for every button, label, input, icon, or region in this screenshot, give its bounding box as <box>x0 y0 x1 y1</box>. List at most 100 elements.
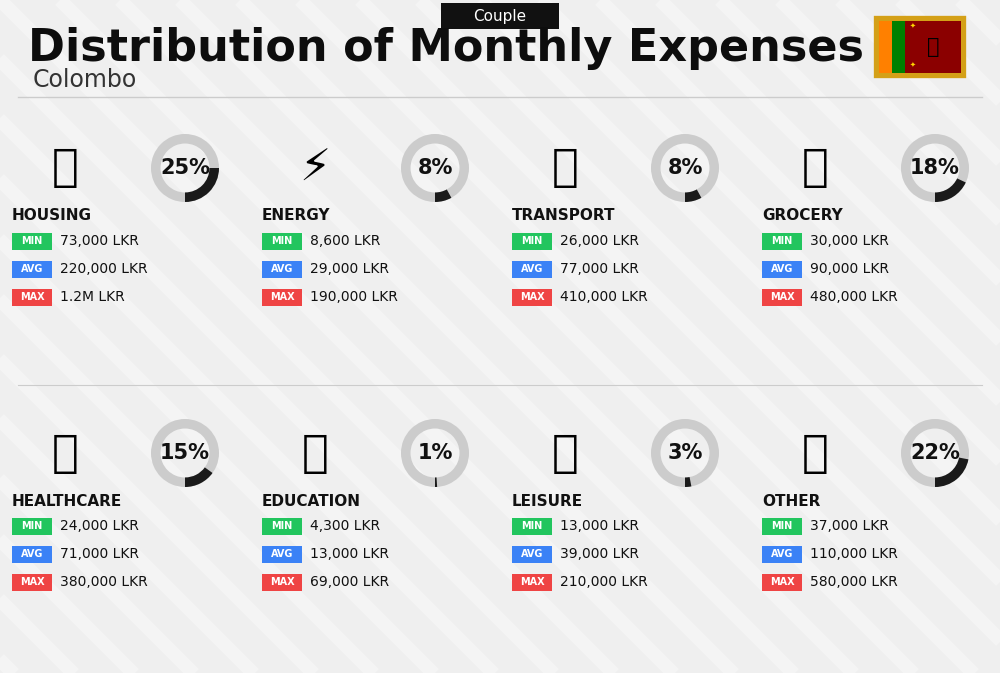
Wedge shape <box>435 477 437 487</box>
Text: 30,000 LKR: 30,000 LKR <box>810 234 889 248</box>
Text: 37,000 LKR: 37,000 LKR <box>810 519 889 533</box>
Text: LEISURE: LEISURE <box>512 493 583 509</box>
Text: OTHER: OTHER <box>762 493 820 509</box>
Text: MAX: MAX <box>270 577 294 587</box>
Text: ⚡: ⚡ <box>299 147 331 190</box>
Text: 🛒: 🛒 <box>802 147 828 190</box>
FancyBboxPatch shape <box>441 3 559 29</box>
Text: AVG: AVG <box>21 549 43 559</box>
Text: 🏥: 🏥 <box>52 431 78 474</box>
Text: AVG: AVG <box>271 264 293 274</box>
Text: 110,000 LKR: 110,000 LKR <box>810 547 898 561</box>
Text: 25%: 25% <box>160 158 210 178</box>
Text: 🛍: 🛍 <box>552 431 578 474</box>
Wedge shape <box>651 419 719 487</box>
Text: MIN: MIN <box>21 236 43 246</box>
FancyBboxPatch shape <box>262 573 302 590</box>
Text: MAX: MAX <box>770 577 794 587</box>
FancyBboxPatch shape <box>12 232 52 250</box>
Text: 8%: 8% <box>667 158 703 178</box>
Text: 29,000 LKR: 29,000 LKR <box>310 262 389 276</box>
FancyBboxPatch shape <box>762 260 802 277</box>
FancyBboxPatch shape <box>262 289 302 306</box>
Text: 220,000 LKR: 220,000 LKR <box>60 262 148 276</box>
Wedge shape <box>401 134 469 202</box>
FancyBboxPatch shape <box>512 518 552 534</box>
FancyBboxPatch shape <box>512 232 552 250</box>
Text: ✦: ✦ <box>910 62 916 68</box>
Text: 73,000 LKR: 73,000 LKR <box>60 234 139 248</box>
FancyBboxPatch shape <box>12 546 52 563</box>
Text: MAX: MAX <box>520 577 544 587</box>
FancyBboxPatch shape <box>12 289 52 306</box>
Text: 💼: 💼 <box>802 431 828 474</box>
Text: 8,600 LKR: 8,600 LKR <box>310 234 380 248</box>
Text: AVG: AVG <box>271 549 293 559</box>
Text: MIN: MIN <box>771 521 793 531</box>
Text: 210,000 LKR: 210,000 LKR <box>560 575 648 589</box>
Text: MAX: MAX <box>270 292 294 302</box>
FancyBboxPatch shape <box>762 546 802 563</box>
FancyBboxPatch shape <box>512 546 552 563</box>
Text: MAX: MAX <box>20 292 44 302</box>
Text: MIN: MIN <box>271 236 293 246</box>
FancyBboxPatch shape <box>512 260 552 277</box>
Text: 1.2M LKR: 1.2M LKR <box>60 290 125 304</box>
FancyBboxPatch shape <box>12 518 52 534</box>
Text: 480,000 LKR: 480,000 LKR <box>810 290 898 304</box>
Text: 26,000 LKR: 26,000 LKR <box>560 234 639 248</box>
Text: AVG: AVG <box>771 549 793 559</box>
Text: GROCERY: GROCERY <box>762 209 843 223</box>
FancyBboxPatch shape <box>512 573 552 590</box>
Text: Colombo: Colombo <box>33 68 137 92</box>
Text: 77,000 LKR: 77,000 LKR <box>560 262 639 276</box>
Text: 22%: 22% <box>910 443 960 463</box>
Text: MIN: MIN <box>521 236 543 246</box>
FancyBboxPatch shape <box>762 518 802 534</box>
Text: HEALTHCARE: HEALTHCARE <box>12 493 122 509</box>
FancyBboxPatch shape <box>762 573 802 590</box>
Bar <box>905 21 961 73</box>
Text: 580,000 LKR: 580,000 LKR <box>810 575 898 589</box>
FancyBboxPatch shape <box>262 518 302 534</box>
FancyBboxPatch shape <box>762 289 802 306</box>
Text: 🎓: 🎓 <box>302 431 328 474</box>
FancyBboxPatch shape <box>262 546 302 563</box>
Wedge shape <box>685 477 691 487</box>
Wedge shape <box>185 168 219 202</box>
Text: 3%: 3% <box>667 443 703 463</box>
Bar <box>892 21 905 73</box>
Text: ENERGY: ENERGY <box>262 209 330 223</box>
Text: ✦: ✦ <box>910 23 916 29</box>
Text: 4,300 LKR: 4,300 LKR <box>310 519 380 533</box>
Wedge shape <box>401 419 469 487</box>
Text: MIN: MIN <box>271 521 293 531</box>
Text: 1%: 1% <box>417 443 453 463</box>
Text: MAX: MAX <box>520 292 544 302</box>
FancyBboxPatch shape <box>12 573 52 590</box>
Text: Distribution of Monthly Expenses: Distribution of Monthly Expenses <box>28 26 864 69</box>
Text: 🏢: 🏢 <box>52 147 78 190</box>
Text: 24,000 LKR: 24,000 LKR <box>60 519 139 533</box>
Text: MAX: MAX <box>20 577 44 587</box>
Text: 13,000 LKR: 13,000 LKR <box>310 547 389 561</box>
Text: MIN: MIN <box>521 521 543 531</box>
Text: 39,000 LKR: 39,000 LKR <box>560 547 639 561</box>
Wedge shape <box>685 190 701 202</box>
Text: MIN: MIN <box>771 236 793 246</box>
Text: TRANSPORT: TRANSPORT <box>512 209 616 223</box>
Text: 190,000 LKR: 190,000 LKR <box>310 290 398 304</box>
Wedge shape <box>151 134 219 202</box>
Bar <box>879 21 892 73</box>
Text: 71,000 LKR: 71,000 LKR <box>60 547 139 561</box>
Text: AVG: AVG <box>21 264 43 274</box>
Text: EDUCATION: EDUCATION <box>262 493 361 509</box>
FancyBboxPatch shape <box>262 232 302 250</box>
Wedge shape <box>185 467 213 487</box>
FancyBboxPatch shape <box>876 18 964 76</box>
Text: 13,000 LKR: 13,000 LKR <box>560 519 639 533</box>
Text: 410,000 LKR: 410,000 LKR <box>560 290 648 304</box>
FancyBboxPatch shape <box>262 260 302 277</box>
Text: 90,000 LKR: 90,000 LKR <box>810 262 889 276</box>
Text: 15%: 15% <box>160 443 210 463</box>
